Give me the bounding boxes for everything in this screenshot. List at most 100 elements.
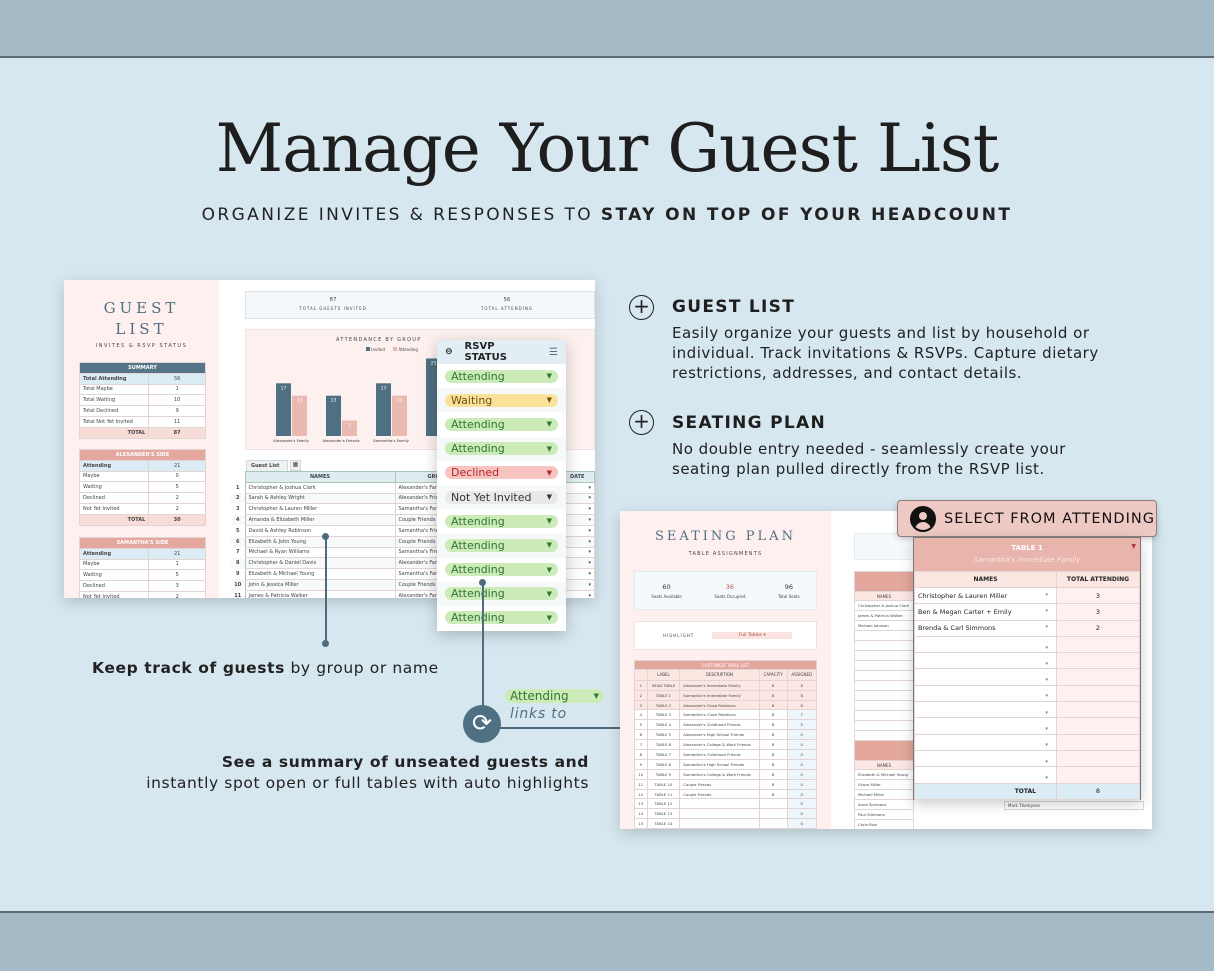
rsvp-status-dropdown[interactable]: Declined ▼: [445, 466, 558, 480]
column-header[interactable]: NAMES: [244, 471, 396, 483]
rsvp-status-label: Attending: [451, 417, 505, 431]
row-number: 9: [236, 571, 240, 578]
guest-select[interactable]: ▾: [914, 668, 1057, 686]
table-row[interactable]: 13 TABLE 12 0: [634, 798, 818, 810]
attending-count: [1056, 749, 1140, 768]
table-label: TABLE 9: [646, 768, 681, 780]
table-capacity: 8: [758, 719, 788, 731]
table-row[interactable]: 12 TABLE 11 Couple Friends 8 0: [634, 788, 818, 800]
table-row[interactable]: 9 TABLE 8 Samantha's High School Friends 8 0: [634, 758, 818, 770]
guest-select[interactable]: Brenda & Carl Simmons ▾: [914, 619, 1057, 637]
guest-select[interactable]: ▾: [914, 733, 1057, 751]
table-row: Not Yet Invited 2: [78, 590, 206, 598]
sheet-icon[interactable]: ▦: [290, 460, 301, 471]
guest-select[interactable]: ▾: [914, 717, 1057, 735]
table-row: ▾: [914, 733, 1140, 751]
guest-select[interactable]: ▾: [914, 701, 1057, 719]
rsvp-status-dropdown[interactable]: Attending ▼: [445, 538, 558, 552]
filter-icon[interactable]: ☰: [549, 346, 558, 358]
table-list-title: CUSTOMIZE TABLE LIST: [634, 660, 817, 670]
table-row[interactable]: 6 TABLE 5 Alexander's High School Friends 8…: [634, 729, 818, 741]
table-row[interactable]: 11 TABLE 10 Couple Friends 8 0: [634, 778, 818, 790]
names-header: NAMES: [914, 571, 1057, 588]
table-row: ▾: [914, 717, 1140, 735]
rsvp-status-dropdown[interactable]: Attending ▼: [445, 369, 558, 383]
guest-name: Mark Thompson: [1004, 801, 1144, 810]
table-row: [854, 650, 914, 661]
table-description: Samantha's Close Relatives: [679, 709, 760, 721]
table-description: Alexander's College & Work Friends: [679, 739, 760, 751]
guest-select[interactable]: Christopher & Lauren Miller ▾: [914, 586, 1057, 605]
table-row: [854, 690, 914, 701]
chevron-down-icon: ▼: [546, 444, 552, 453]
table-row[interactable]: 7 TABLE 6 Alexander's College & Work Frien…: [634, 739, 818, 751]
rsvp-row: Attending ▼: [437, 364, 566, 389]
chevron-down-icon: ▼: [546, 517, 552, 526]
table-row[interactable]: 10 TABLE 9 Samantha's College & Work Frien…: [634, 768, 818, 780]
guest-name: Brenda & Carl Simmons: [918, 624, 996, 633]
table-row[interactable]: 5 TABLE 4 Alexander's Childhood Friends 8 5: [634, 719, 818, 731]
total-value: 8: [1056, 782, 1140, 800]
table-label: TABLE 13: [646, 808, 681, 820]
kpi-bar: 87 TOTAL GUESTS INVITED 56 TOTAL ATTENDING: [245, 291, 595, 319]
table-row: Christopher & Lauren Miller ▾ 3: [914, 586, 1140, 605]
guest-select[interactable]: Ben & Megan Carter + Emily ▾: [914, 603, 1057, 621]
guest-select[interactable]: ▾: [914, 749, 1057, 768]
rsvp-status-dropdown[interactable]: Attending ▼: [445, 563, 558, 577]
table-row: [854, 700, 914, 711]
table-select-chevron-icon[interactable]: ▼: [1131, 543, 1136, 550]
table-row[interactable]: 2 TABLE 1 Samantha's Immediate Family 8 8: [634, 689, 818, 701]
tab-guest-list[interactable]: Guest List ⌄: [246, 460, 288, 475]
guest-name: [854, 650, 914, 661]
table-row: ▾: [914, 684, 1140, 703]
row-value: 5: [148, 569, 206, 582]
table-row[interactable]: 3 TABLE 2 Alexander's Close Relatives 8 8: [634, 699, 818, 711]
guest-select[interactable]: ▾: [914, 684, 1057, 703]
guest-name: Michael Miller: [854, 789, 914, 800]
bar-attending: [392, 395, 407, 436]
guest-select[interactable]: ▾: [914, 652, 1057, 670]
guest-select[interactable]: ▾: [914, 635, 1057, 654]
card-header: [854, 571, 914, 592]
row-number: 5: [634, 719, 648, 731]
kpi-item: 56 TOTAL ATTENDING: [420, 292, 594, 318]
row-value: 11: [148, 415, 206, 428]
rsvp-status-label: Declined: [451, 466, 500, 480]
table-row: Michael Johnson: [854, 620, 914, 631]
card-col-row: NAMES: [854, 760, 914, 770]
table-row[interactable]: 1 HEAD TABLE Alexander's Immediate Family 8…: [634, 679, 818, 691]
table-label: TABLE 10: [646, 778, 681, 790]
chevron-down-icon: ▼: [546, 493, 552, 502]
rsvp-status-dropdown[interactable]: Attending ▼: [445, 611, 558, 625]
chevron-down-icon: ▼: [546, 468, 552, 477]
highlight-label: HIGHLIGHT: [663, 633, 695, 638]
rsvp-status-dropdown[interactable]: Attending ▼: [445, 417, 558, 431]
table-row[interactable]: 4 TABLE 3 Samantha's Close Relatives 8 7: [634, 709, 818, 721]
seating-title: SEATING PLAN: [655, 529, 796, 544]
seat-stat-label: Seats Available: [651, 593, 682, 599]
row-label: Attending: [78, 459, 150, 472]
table-description: Alexander's Immediate Family: [679, 679, 760, 691]
table-row[interactable]: 15 TABLE 14 0: [634, 818, 818, 829]
table-row[interactable]: 8 TABLE 7 Samantha's Childhood Friends 8 0: [634, 749, 818, 760]
rsvp-status-dropdown[interactable]: Attending ▼: [445, 514, 558, 528]
table-row[interactable]: 14 TABLE 13 0: [634, 808, 818, 820]
select-from-attending-badge: SELECT FROM ATTENDING: [897, 500, 1157, 537]
table-1-table: NAMES TOTAL ATTENDING Christopher & Lauren…: [914, 571, 1140, 800]
table-assigned: 0: [786, 749, 818, 760]
table-description: Alexander's Childhood Friends: [679, 719, 760, 731]
chevron-down-icon: ▼: [546, 396, 552, 405]
table-row: Total Declined 9: [78, 405, 206, 417]
rsvp-status-dropdown[interactable]: Waiting ▼: [445, 393, 558, 407]
rsvp-status-dropdown[interactable]: Attending ▼: [445, 442, 558, 456]
rsvp-status-dropdown[interactable]: Not Yet Invited ▼: [445, 490, 558, 504]
table-description: Samantha's Immediate Family: [679, 689, 760, 701]
guest-select[interactable]: ▾: [914, 766, 1057, 784]
row-number: 12: [634, 788, 648, 800]
highlight-select[interactable]: Full Tables ▾: [712, 632, 793, 639]
rsvp-status-dropdown[interactable]: Attending ▼: [445, 587, 558, 601]
page-title: Manage Your Guest List: [215, 110, 1000, 187]
table-row: [854, 730, 914, 741]
total-attending-header: TOTAL ATTENDING: [1056, 571, 1140, 588]
table-label: TABLE 2: [646, 699, 681, 711]
